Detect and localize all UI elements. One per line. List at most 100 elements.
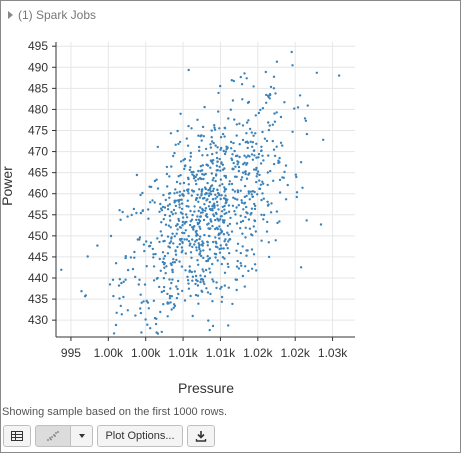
data-point xyxy=(192,174,196,178)
spark-jobs-toggle[interactable]: (1) Spark Jobs xyxy=(8,8,96,22)
data-point xyxy=(245,254,248,257)
data-point xyxy=(278,161,281,164)
plot-options-button[interactable]: Plot Options... xyxy=(97,425,183,447)
table-view-button[interactable] xyxy=(3,425,31,447)
data-point xyxy=(172,303,176,306)
data-point xyxy=(176,279,180,283)
data-point xyxy=(180,198,183,201)
data-point xyxy=(177,217,180,221)
data-point xyxy=(152,299,156,302)
data-point xyxy=(213,204,216,208)
data-point xyxy=(138,238,141,241)
data-point xyxy=(195,218,198,222)
data-point xyxy=(244,265,247,268)
chart-type-dropdown[interactable] xyxy=(71,425,93,447)
data-point xyxy=(198,149,201,152)
data-point xyxy=(261,130,264,134)
data-point xyxy=(218,225,221,228)
data-point xyxy=(203,105,206,109)
data-point xyxy=(223,190,226,193)
data-point xyxy=(171,270,174,274)
data-point xyxy=(246,146,249,150)
data-point xyxy=(219,197,222,201)
data-point xyxy=(152,253,155,256)
data-point xyxy=(169,262,172,265)
data-point xyxy=(206,255,209,258)
data-point xyxy=(183,189,186,192)
expand-triangle-icon[interactable] xyxy=(8,11,13,19)
data-point xyxy=(115,311,118,314)
data-point xyxy=(236,259,239,263)
data-point xyxy=(241,219,245,223)
data-point xyxy=(224,194,227,197)
data-point xyxy=(235,222,239,225)
data-point xyxy=(176,245,179,249)
data-point xyxy=(233,210,236,213)
data-point xyxy=(190,127,193,130)
data-point xyxy=(145,240,148,243)
data-point xyxy=(214,236,217,239)
data-point xyxy=(165,165,169,169)
data-point xyxy=(202,270,205,273)
data-point xyxy=(168,175,171,178)
data-point xyxy=(214,179,217,183)
data-point xyxy=(204,209,207,212)
data-point xyxy=(195,197,198,200)
data-point xyxy=(219,244,222,247)
data-point xyxy=(261,154,264,157)
x-tick-label: 1.01k xyxy=(206,346,236,360)
data-point xyxy=(167,245,170,248)
data-point xyxy=(169,226,172,229)
data-point xyxy=(145,265,148,268)
data-point xyxy=(199,227,202,230)
data-point xyxy=(218,251,222,254)
download-button[interactable] xyxy=(187,425,215,447)
data-point xyxy=(266,220,269,224)
data-point xyxy=(240,201,244,204)
data-point xyxy=(246,141,250,144)
data-point xyxy=(201,197,205,200)
data-point xyxy=(274,239,277,242)
data-point xyxy=(252,168,256,171)
data-point xyxy=(275,60,279,63)
data-point xyxy=(164,223,168,226)
data-point xyxy=(166,315,169,318)
data-point xyxy=(181,240,184,244)
data-point xyxy=(180,207,184,211)
data-point xyxy=(241,138,245,142)
data-point xyxy=(207,258,210,261)
data-point xyxy=(178,260,181,263)
data-point xyxy=(315,71,318,75)
data-point xyxy=(205,199,208,202)
data-point xyxy=(283,170,286,174)
data-point xyxy=(269,211,273,214)
data-point xyxy=(240,176,244,179)
data-point xyxy=(267,255,271,259)
data-point xyxy=(260,198,263,202)
data-point xyxy=(210,140,214,143)
data-point xyxy=(114,262,118,265)
data-point xyxy=(222,197,226,200)
data-point xyxy=(188,269,192,272)
data-point xyxy=(166,208,170,211)
data-point xyxy=(284,198,288,201)
data-point xyxy=(250,153,254,156)
data-point xyxy=(259,183,263,186)
data-point xyxy=(250,233,253,236)
data-point xyxy=(281,144,284,147)
data-point xyxy=(241,124,245,127)
data-point xyxy=(222,247,225,250)
data-point xyxy=(198,225,201,228)
data-point xyxy=(259,108,262,112)
data-point xyxy=(203,282,206,286)
data-point xyxy=(139,193,142,197)
data-point xyxy=(244,236,247,239)
data-point xyxy=(265,93,268,97)
data-point xyxy=(197,263,200,266)
data-point xyxy=(233,149,236,153)
scatter-chart-button[interactable] xyxy=(35,425,71,447)
data-point xyxy=(215,169,218,172)
data-point xyxy=(158,285,161,289)
data-point xyxy=(208,207,212,211)
data-point xyxy=(167,224,171,227)
